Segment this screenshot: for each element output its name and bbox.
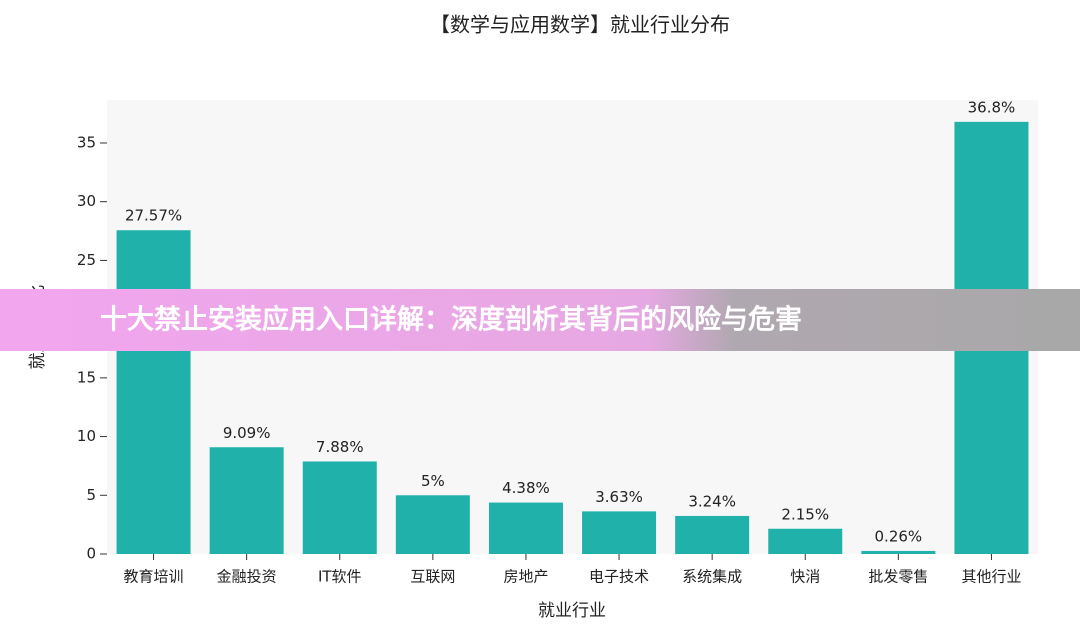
bar [209,447,284,554]
x-tick-label: 快消 [790,568,820,586]
bar [395,495,470,554]
bar [768,528,843,554]
x-axis-label: 就业行业 [538,601,606,621]
x-tick-label: 互联网 [410,568,455,586]
x-tick-label: 系统集成 [682,568,742,586]
bar [861,550,936,554]
bar [488,502,563,554]
value-label: 0.26% [875,527,923,545]
bar [302,461,377,554]
value-label: 4.38% [502,479,550,497]
chart-title: 【数学与应用数学】就业行业分布 [430,13,730,37]
y-tick-label: 30 [77,192,96,210]
x-tick-label: 电子技术 [589,568,649,586]
value-label: 27.57% [125,207,182,225]
value-label: 36.8% [968,98,1016,116]
x-tick-label: 金融投资 [217,568,277,586]
y-tick-label: 15 [77,368,96,386]
x-tick-label: 教育培训 [124,568,184,586]
x-tick-label: 房地产 [503,568,548,586]
bar [116,230,191,554]
x-tick-label: IT软件 [318,568,362,586]
value-label: 3.24% [688,492,736,510]
x-tick-label: 批发零售 [868,568,928,586]
value-label: 7.88% [316,438,364,456]
y-tick-label: 10 [77,427,96,445]
bar [582,511,657,554]
y-tick-label: 25 [77,251,96,269]
y-tick-label: 5 [86,486,96,504]
x-tick-label: 其他行业 [961,568,1021,586]
value-label: 3.63% [595,488,643,506]
y-tick-label: 35 [77,133,96,151]
value-label: 2.15% [781,505,829,523]
value-label: 5% [421,472,445,490]
value-label: 9.09% [223,424,271,442]
banner-text: 十大禁止安装应用入口详解：深度剖析其背后的风险与危害 [100,304,802,336]
bar [675,515,750,554]
y-tick-label: 0 [86,545,96,563]
banner [0,289,1080,351]
